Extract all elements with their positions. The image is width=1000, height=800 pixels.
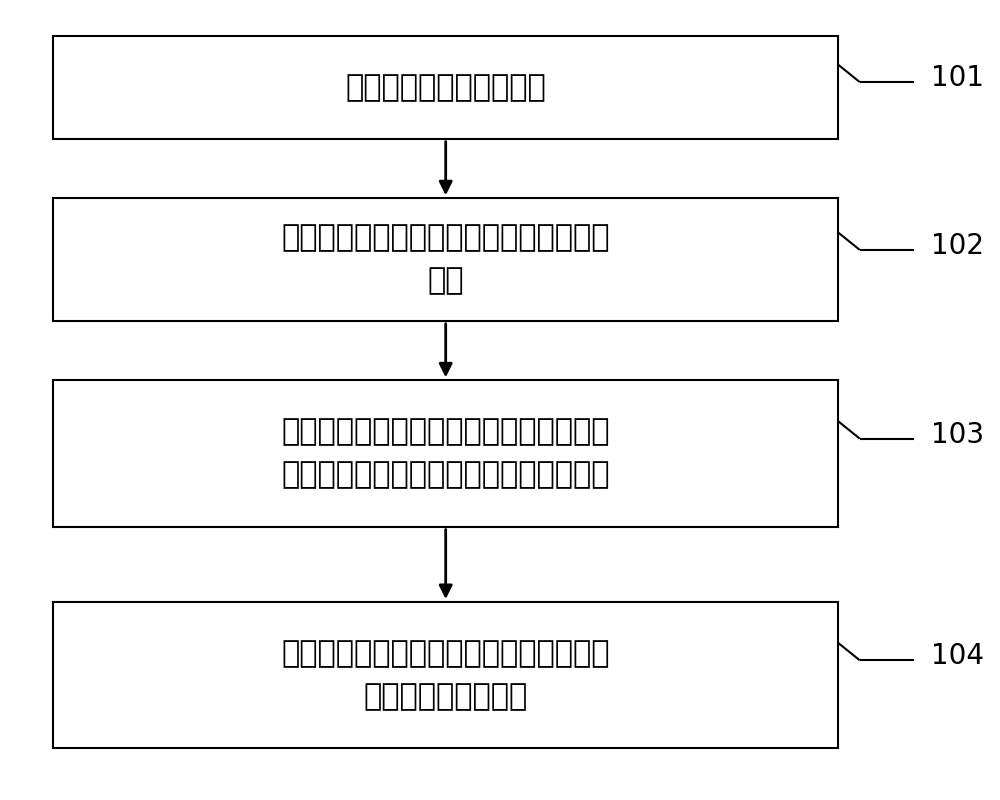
Text: 若高频活动事件的数量不小于两个，则根
据高频活动事件获取高频活动的初筛信号: 若高频活动事件的数量不小于两个，则根 据高频活动事件获取高频活动的初筛信号 <box>281 418 610 490</box>
Text: 104: 104 <box>931 642 984 670</box>
Bar <box>53 36 838 138</box>
Bar <box>53 602 838 748</box>
Bar <box>53 198 838 321</box>
Text: 根据高频活动的初筛信号计算得到各高频
活动事件的时序关系: 根据高频活动的初筛信号计算得到各高频 活动事件的时序关系 <box>281 639 610 711</box>
Text: 103: 103 <box>931 421 984 449</box>
Text: 获取脑电图并进行预处理: 获取脑电图并进行预处理 <box>345 73 546 102</box>
Text: 102: 102 <box>931 232 984 260</box>
Text: 检测预处理后的脑电图中高频活动事件的
数量: 检测预处理后的脑电图中高频活动事件的 数量 <box>281 223 610 295</box>
Bar <box>53 380 838 526</box>
Text: 101: 101 <box>931 64 984 92</box>
